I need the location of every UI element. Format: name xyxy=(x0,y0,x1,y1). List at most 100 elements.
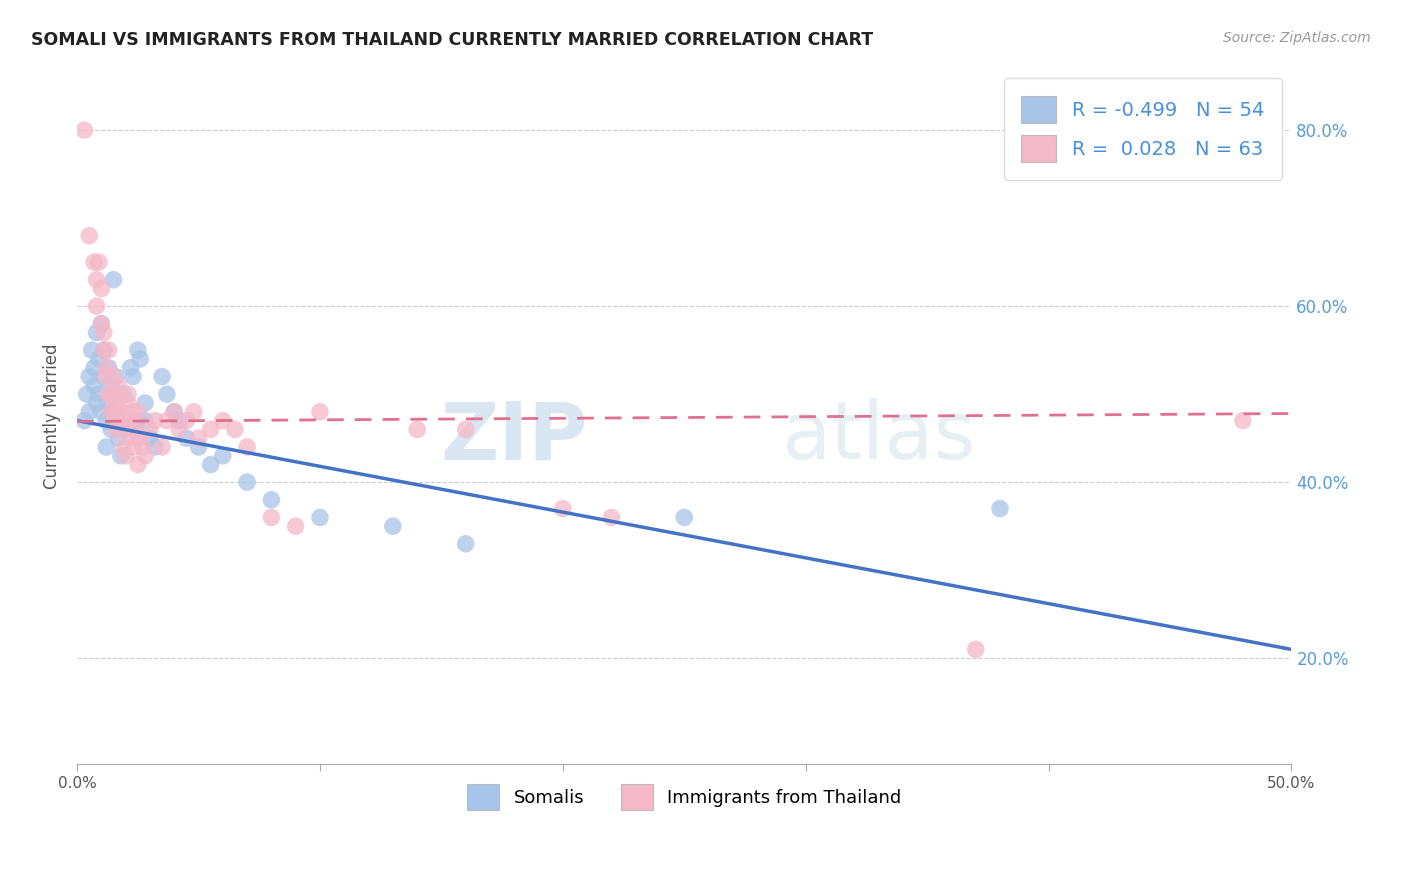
Point xyxy=(112,387,135,401)
Point xyxy=(107,378,129,392)
Point xyxy=(124,431,146,445)
Point xyxy=(93,369,115,384)
Point xyxy=(211,413,233,427)
Point xyxy=(73,123,96,137)
Point xyxy=(236,475,259,490)
Point xyxy=(120,422,142,436)
Point xyxy=(104,422,127,436)
Point xyxy=(100,378,122,392)
Point xyxy=(103,369,125,384)
Point xyxy=(673,510,696,524)
Point xyxy=(124,422,146,436)
Point xyxy=(93,343,115,358)
Point xyxy=(103,387,125,401)
Point xyxy=(83,360,105,375)
Point xyxy=(163,405,186,419)
Point xyxy=(100,387,122,401)
Point xyxy=(129,351,152,366)
Point xyxy=(200,422,222,436)
Point xyxy=(77,228,100,243)
Point xyxy=(163,405,186,419)
Point xyxy=(551,501,574,516)
Point xyxy=(406,422,429,436)
Point xyxy=(143,413,166,427)
Point xyxy=(97,387,120,401)
Point xyxy=(156,387,179,401)
Point xyxy=(129,431,152,445)
Point xyxy=(104,369,127,384)
Point xyxy=(134,413,156,427)
Point xyxy=(100,422,122,436)
Point xyxy=(187,440,209,454)
Point xyxy=(183,405,205,419)
Point xyxy=(167,413,190,427)
Point xyxy=(86,326,108,340)
Point xyxy=(77,405,100,419)
Point xyxy=(117,387,139,401)
Point xyxy=(87,351,110,366)
Point xyxy=(73,413,96,427)
Text: atlas: atlas xyxy=(782,398,976,476)
Text: ZIP: ZIP xyxy=(440,398,588,476)
Point xyxy=(96,413,118,427)
Point xyxy=(454,422,477,436)
Point xyxy=(114,449,136,463)
Point xyxy=(83,378,105,392)
Point xyxy=(965,642,987,657)
Point xyxy=(139,422,162,436)
Point xyxy=(156,413,179,427)
Point xyxy=(134,449,156,463)
Point xyxy=(104,405,127,419)
Point xyxy=(284,519,307,533)
Point xyxy=(381,519,404,533)
Point xyxy=(86,396,108,410)
Point xyxy=(76,387,98,401)
Point xyxy=(90,317,112,331)
Point xyxy=(96,369,118,384)
Point xyxy=(150,369,173,384)
Point xyxy=(87,255,110,269)
Point xyxy=(87,387,110,401)
Point xyxy=(114,413,136,427)
Point xyxy=(110,413,132,427)
Point xyxy=(260,510,283,524)
Point xyxy=(988,501,1011,516)
Point xyxy=(97,396,120,410)
Point xyxy=(127,458,149,472)
Text: Source: ZipAtlas.com: Source: ZipAtlas.com xyxy=(1223,31,1371,45)
Point xyxy=(77,369,100,384)
Point xyxy=(90,317,112,331)
Point xyxy=(100,405,122,419)
Point xyxy=(93,343,115,358)
Point xyxy=(139,431,162,445)
Point xyxy=(167,422,190,436)
Point xyxy=(97,343,120,358)
Point xyxy=(93,326,115,340)
Point xyxy=(117,396,139,410)
Point xyxy=(90,281,112,295)
Point xyxy=(110,413,132,427)
Point xyxy=(260,492,283,507)
Point xyxy=(96,360,118,375)
Legend: Somalis, Immigrants from Thailand: Somalis, Immigrants from Thailand xyxy=(453,770,917,824)
Point xyxy=(134,396,156,410)
Point xyxy=(309,405,332,419)
Point xyxy=(454,537,477,551)
Point xyxy=(112,422,135,436)
Point xyxy=(127,413,149,427)
Point xyxy=(90,405,112,419)
Point xyxy=(80,343,103,358)
Y-axis label: Currently Married: Currently Married xyxy=(44,343,60,489)
Point xyxy=(107,431,129,445)
Point xyxy=(96,440,118,454)
Point xyxy=(236,440,259,454)
Point xyxy=(127,405,149,419)
Point xyxy=(86,273,108,287)
Point xyxy=(1232,413,1254,427)
Point xyxy=(104,396,127,410)
Point xyxy=(97,360,120,375)
Point xyxy=(86,299,108,313)
Point xyxy=(103,405,125,419)
Point xyxy=(143,440,166,454)
Point xyxy=(309,510,332,524)
